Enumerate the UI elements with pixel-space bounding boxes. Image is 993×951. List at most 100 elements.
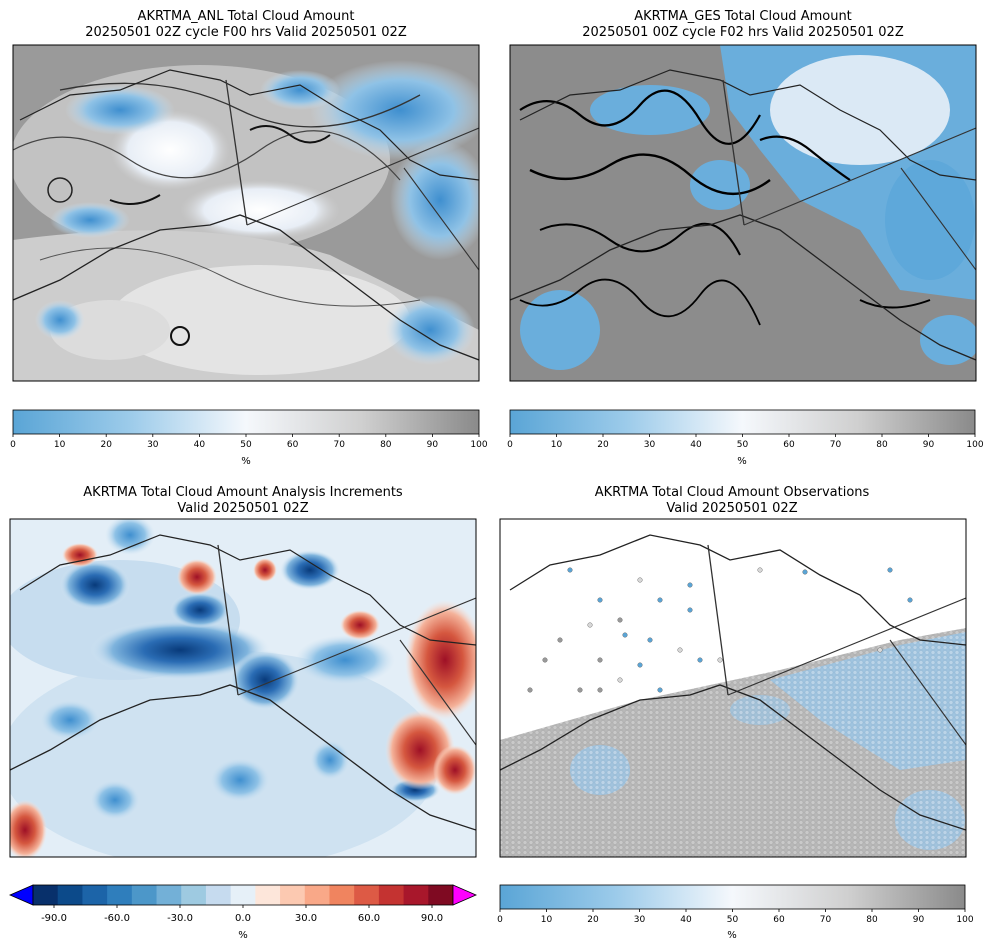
obs-station-point [527, 687, 533, 693]
colorbar-tick-label: 70 [830, 440, 842, 450]
anl-colorbar-label: % [241, 456, 251, 467]
inc-colorbar-block [403, 885, 429, 905]
obs-station-point [617, 677, 623, 683]
inc-colorbar-block [280, 885, 306, 905]
inc-panel: AKRTMA Total Cloud Amount Analysis Incre… [8, 485, 478, 941]
inc-colorbar-block [82, 885, 108, 905]
colorbar-tick-label: 70 [333, 440, 345, 450]
colorbar-tick-label: 90 [913, 915, 925, 925]
inc-colorbar-block [255, 885, 281, 905]
colorbar-tick-label: 60.0 [358, 913, 380, 924]
colorbar-tick-label: 50 [737, 440, 749, 450]
inc-colorbar-extend-pos [452, 884, 478, 906]
ges-panel: AKRTMA_GES Total Cloud Amount 20250501 0… [507, 9, 984, 467]
obs-station-point [687, 607, 693, 613]
colorbar-tick-label: 20 [597, 440, 609, 450]
inc-colorbar-block [378, 885, 405, 905]
ges-colorbar-label: % [737, 456, 747, 467]
obs-station-point [657, 687, 663, 693]
colorbar-tick-label: 0 [507, 440, 513, 450]
obs-station-point [597, 657, 603, 663]
inc-colorbar-block [181, 885, 207, 905]
obs-station-point [647, 637, 653, 643]
colorbar-tick-label: 60 [783, 440, 795, 450]
inc-colorbar-block [156, 885, 182, 905]
obs-station-point [617, 617, 623, 623]
colorbar-tick-label: 100 [470, 440, 487, 450]
colorbar-tick-label: 30.0 [295, 913, 317, 924]
ges-map [510, 45, 976, 381]
colorbar-tick-label: 80 [876, 440, 888, 450]
obs-station-point [597, 687, 603, 693]
obs-station-point [557, 637, 563, 643]
obs-station-point [577, 687, 583, 693]
anl-colorbar: 0 10 20 30 40 50 60 70 80 90 100 % [10, 409, 488, 467]
obs-station-point [587, 622, 593, 628]
obs-colorbar-label: % [727, 930, 737, 941]
inc-colorbar-block [230, 885, 256, 905]
obs-stations [527, 567, 913, 693]
inc-colorbar-block [131, 885, 158, 905]
colorbar-tick-label: 10 [541, 915, 553, 925]
colorbar-tick-label: 90 [923, 440, 935, 450]
obs-station-point [622, 632, 628, 638]
obs-station-point [637, 577, 643, 583]
obs-subtitle: Valid 20250501 02Z [666, 501, 797, 516]
obs-station-point [697, 657, 703, 663]
anl-subtitle: 20250501 02Z cycle F00 hrs Valid 2025050… [85, 25, 407, 40]
obs-station-point [717, 657, 723, 663]
obs-station-point [567, 567, 573, 573]
inc-colorbar-label: % [238, 930, 248, 941]
obs-station-point [677, 647, 683, 653]
ges-colorbar: 0 10 20 30 40 50 60 70 80 90 100 % [507, 409, 984, 467]
anl-panel: AKRTMA_ANL Total Cloud Amount 20250501 0… [10, 9, 488, 467]
inc-colorbar-blocks [32, 884, 454, 906]
inc-colorbar-block [57, 885, 83, 905]
obs-panel: AKRTMA Total Cloud Amount Observations V… [497, 485, 974, 941]
obs-station-point [542, 657, 548, 663]
obs-station-point [907, 597, 913, 603]
obs-station-point [887, 567, 893, 573]
inc-colorbar-block [329, 885, 355, 905]
inc-colorbar-block [205, 885, 232, 905]
colorbar-tick-label: 0.0 [235, 913, 251, 924]
colorbar-tick-label: 80 [866, 915, 878, 925]
inc-colorbar-block [304, 885, 330, 905]
colorbar-tick-label: 100 [956, 915, 973, 925]
colorbar-tick-label: 40 [194, 440, 206, 450]
colorbar-tick-label: 0 [497, 915, 503, 925]
colorbar-tick-label: 50 [240, 440, 252, 450]
colorbar-tick-label: 20 [587, 915, 599, 925]
obs-station-point [802, 569, 808, 575]
obs-map [500, 519, 966, 857]
colorbar-tick-label: 0 [10, 440, 16, 450]
obs-station-point [877, 647, 883, 653]
inc-title: AKRTMA Total Cloud Amount Analysis Incre… [83, 485, 403, 500]
anl-map [13, 45, 479, 381]
colorbar-tick-label: 10 [551, 440, 563, 450]
obs-station-point [757, 567, 763, 573]
obs-station-point [637, 662, 643, 668]
colorbar-tick-label: -90.0 [41, 913, 67, 924]
inc-colorbar: -90.0 -60.0 -30.0 0.0 30.0 60.0 90.0 % [8, 884, 478, 941]
colorbar-tick-label: 100 [966, 440, 983, 450]
inc-colorbar-block [428, 885, 454, 905]
colorbar-tick-label: 50 [727, 915, 739, 925]
ges-title: AKRTMA_GES Total Cloud Amount [634, 9, 852, 24]
colorbar-tick-label: 20 [100, 440, 112, 450]
obs-station-point [597, 597, 603, 603]
inc-subtitle: Valid 20250501 02Z [177, 501, 308, 516]
obs-station-point [687, 582, 693, 588]
colorbar-tick-label: 70 [820, 915, 832, 925]
inc-colorbar-block [354, 885, 380, 905]
colorbar-tick-label: 80 [380, 440, 392, 450]
colorbar-tick-label: 90 [427, 440, 439, 450]
colorbar-tick-label: -30.0 [167, 913, 193, 924]
colorbar-tick-label: 60 [773, 915, 785, 925]
colorbar-tick-label: -60.0 [104, 913, 130, 924]
colorbar-tick-label: 60 [287, 440, 299, 450]
colorbar-tick-label: 10 [54, 440, 66, 450]
colorbar-tick-label: 40 [690, 440, 702, 450]
obs-station-point [657, 597, 663, 603]
